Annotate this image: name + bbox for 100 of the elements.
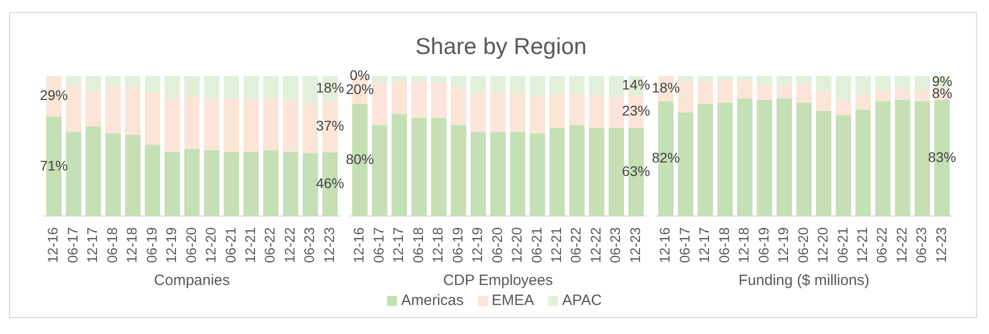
- x-tick-label: 12-22: [281, 226, 298, 264]
- bar: [914, 90, 930, 102]
- bar: [105, 76, 121, 88]
- data-label: 82%: [652, 150, 680, 166]
- x-tick-label: 12-21: [854, 226, 870, 264]
- x-tick-label: 12-20: [814, 226, 831, 264]
- x-tick-label: 12-20: [202, 226, 219, 264]
- x-tick-label: 06-22: [874, 226, 890, 264]
- bar: [125, 76, 140, 88]
- x-tick-label: 12-19: [775, 226, 792, 264]
- bar: [243, 152, 259, 216]
- data-label: 29%: [40, 87, 68, 104]
- bar: [184, 97, 200, 149]
- bar: [184, 148, 200, 216]
- bar: [894, 100, 910, 216]
- x-tick-label: 12-21: [548, 226, 564, 264]
- bar: [470, 92, 486, 132]
- bar: [510, 92, 526, 132]
- bar: [678, 82, 694, 112]
- legend-label: APAC: [562, 292, 602, 309]
- x-tick-label: 12-18: [430, 226, 446, 264]
- data-label: 80%: [346, 150, 374, 167]
- bar: [717, 76, 733, 80]
- data-label: 0%: [350, 66, 370, 83]
- bar: [549, 76, 565, 94]
- x-tick-label: 06-18: [410, 226, 426, 264]
- bar: [875, 76, 891, 90]
- bar: [450, 88, 466, 126]
- x-tick-label: 12-17: [84, 226, 100, 264]
- bar: [717, 80, 733, 103]
- bar: [125, 134, 140, 216]
- data-label: 23%: [622, 102, 650, 119]
- x-tick-label: 12-16: [350, 226, 367, 264]
- bar: [608, 97, 624, 128]
- bar: [372, 83, 388, 126]
- bar: [608, 128, 624, 216]
- bar: [66, 86, 82, 132]
- x-tick-label: 12-18: [124, 226, 140, 264]
- bar: [105, 87, 121, 134]
- x-tick-label: 12-22: [893, 226, 910, 264]
- legend-label: EMEA: [492, 292, 534, 309]
- x-tick-label: 12-16: [44, 226, 61, 264]
- bar: [855, 76, 871, 96]
- bar: [530, 76, 546, 98]
- bar: [737, 76, 752, 80]
- x-tick-label: 06-23: [607, 226, 624, 264]
- x-tick-label: 06-21: [528, 226, 544, 264]
- bar: [549, 128, 565, 216]
- x-tick-label: 12-17: [390, 226, 406, 264]
- bar: [698, 76, 714, 82]
- bar: [144, 92, 160, 145]
- bar: [816, 76, 832, 92]
- bar: [470, 132, 486, 216]
- bar: [530, 97, 546, 134]
- bar: [776, 76, 792, 86]
- x-tick-label: 12-23: [320, 226, 337, 264]
- x-tick-label: 12-23: [626, 226, 643, 264]
- bar: [302, 76, 318, 103]
- bar: [411, 82, 427, 118]
- bar: [569, 76, 585, 94]
- bar: [392, 82, 408, 114]
- bar: [698, 82, 714, 104]
- bar: [392, 76, 408, 82]
- bar: [608, 76, 624, 98]
- bar: [411, 118, 427, 216]
- bar: [510, 132, 526, 216]
- x-tick-label: 12-19: [163, 226, 180, 264]
- bar: [796, 102, 812, 216]
- x-tick-label: 06-17: [370, 226, 386, 264]
- bar: [470, 76, 486, 93]
- bar: [263, 98, 279, 150]
- bar: [490, 92, 506, 132]
- bar: [263, 150, 279, 216]
- x-tick-label: 12-20: [508, 226, 525, 264]
- x-axis-title: Funding ($ millions): [738, 272, 870, 290]
- bar: [836, 76, 852, 100]
- bar: [243, 76, 259, 98]
- x-tick-label: 06-17: [676, 226, 692, 264]
- bar: [144, 144, 160, 216]
- bar: [125, 87, 140, 135]
- x-tick-label: 12-22: [587, 226, 604, 264]
- bar: [224, 76, 240, 98]
- bar: [678, 112, 694, 216]
- bar: [490, 132, 506, 216]
- bar: [717, 102, 733, 216]
- bar: [549, 94, 565, 128]
- x-tick-label: 12-17: [696, 226, 712, 264]
- bar: [184, 76, 200, 98]
- bar: [450, 76, 466, 89]
- x-tick-label: 12-18: [736, 226, 752, 264]
- x-tick-label: 06-22: [262, 226, 278, 264]
- bar: [756, 100, 772, 216]
- data-label: 18%: [316, 79, 344, 96]
- bar: [894, 88, 910, 100]
- bar: [855, 110, 871, 216]
- bar: [105, 133, 121, 216]
- bar: [875, 90, 891, 102]
- data-label: 83%: [928, 148, 956, 165]
- bar: [756, 76, 772, 86]
- bar: [204, 150, 220, 216]
